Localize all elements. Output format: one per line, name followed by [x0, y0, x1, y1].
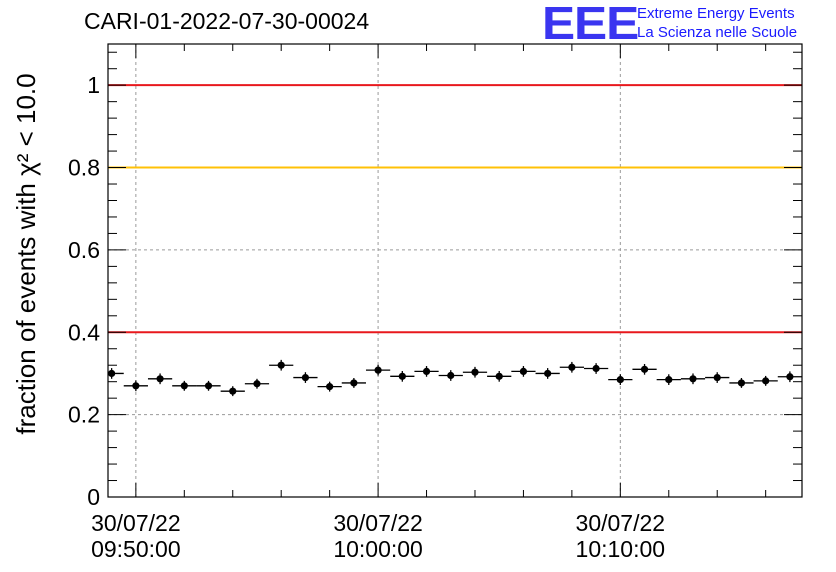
data-point — [277, 361, 285, 369]
x-tick-label-time: 09:50:00 — [91, 536, 181, 562]
data-point — [471, 368, 479, 376]
frame — [107, 43, 803, 498]
data-point — [326, 383, 334, 391]
y-tick-label: 0.2 — [68, 402, 100, 428]
data-point — [301, 373, 310, 382]
data-point — [229, 387, 237, 395]
logo-line-1: Extreme Energy Events — [637, 5, 795, 22]
tick-labels: 00.20.40.60.8130/07/2209:50:0030/07/2210… — [68, 72, 665, 562]
data-point — [689, 375, 697, 383]
plot-frame — [107, 43, 803, 498]
x-tick-label-time: 10:10:00 — [576, 536, 666, 562]
data-point — [568, 363, 576, 371]
data-point — [132, 382, 140, 390]
data-point — [204, 382, 213, 390]
data-point — [762, 377, 770, 385]
data-point — [108, 369, 116, 378]
data-point — [422, 367, 431, 375]
axis-ticks — [108, 44, 802, 498]
grid-lines — [108, 44, 802, 497]
data-point — [447, 371, 455, 380]
y-tick-label: 0 — [87, 484, 100, 510]
data-point — [640, 365, 649, 373]
data-point — [84, 380, 91, 387]
eee-logo-text: Extreme Energy Events La Scienza nelle S… — [637, 4, 797, 42]
x-tick-label-date: 30/07/22 — [576, 510, 666, 536]
data-point — [737, 379, 746, 387]
data-points — [84, 359, 802, 397]
y-axis-label: fraction of events with χ² < 10.0 — [11, 73, 41, 434]
data-point — [665, 376, 673, 384]
x-tick-label-date: 30/07/22 — [333, 510, 423, 536]
y-tick-label: 0.8 — [68, 155, 100, 181]
data-point — [544, 369, 552, 378]
data-point — [156, 375, 164, 383]
data-point — [713, 373, 721, 382]
chart-title: CARI-01-2022-07-30-00024 — [84, 8, 370, 34]
data-point — [253, 380, 261, 388]
y-tick-label: 0.4 — [68, 319, 100, 345]
data-point — [519, 367, 528, 375]
logo-line-2: La Scienza nelle Scuole — [637, 24, 798, 41]
data-point — [616, 376, 624, 384]
y-tick-label: 0.6 — [68, 237, 100, 263]
x-tick-label-time: 10:00:00 — [333, 536, 423, 562]
data-point — [495, 372, 503, 380]
y-tick-label: 1 — [87, 72, 100, 98]
x-tick-label-date: 30/07/22 — [91, 510, 181, 536]
eee-logo: EEE — [542, 0, 639, 49]
data-point — [398, 372, 406, 380]
data-point — [592, 364, 600, 373]
reference-lines — [108, 84, 802, 334]
data-point — [350, 379, 358, 387]
data-point — [180, 382, 188, 390]
data-point — [374, 366, 382, 374]
data-point — [786, 373, 794, 381]
